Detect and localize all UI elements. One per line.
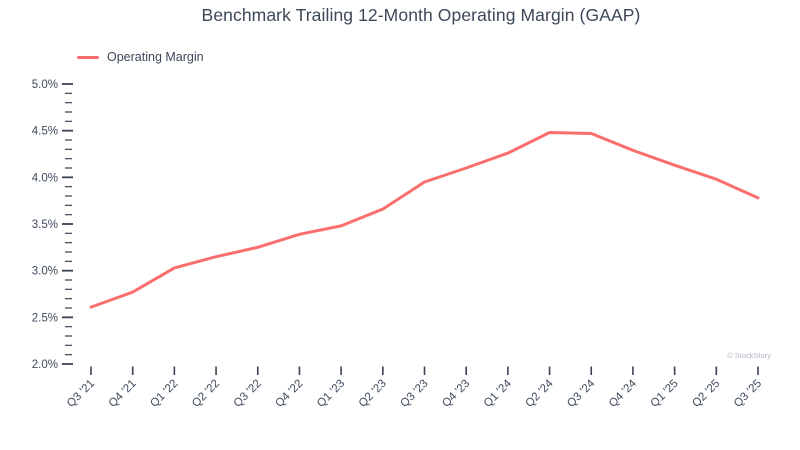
x-axis-label: Q3 '25 (732, 378, 764, 410)
y-axis-label: 4.5% (32, 126, 58, 138)
x-axis-label: Q1 '22 (148, 378, 180, 410)
y-axis-label: 2.5% (32, 312, 58, 324)
y-axis-label: 2.0% (32, 359, 58, 371)
y-axis-label: 3.0% (32, 266, 58, 278)
legend-line-swatch (77, 55, 99, 59)
legend: Operating Margin (77, 50, 204, 64)
x-axis-label: Q3 '21 (65, 378, 97, 410)
x-axis-label: Q2 '25 (690, 378, 722, 410)
x-axis-label: Q1 '24 (482, 377, 515, 410)
x-axis-label: Q1 '25 (649, 378, 681, 410)
watermark: © StockStory (727, 351, 771, 360)
chart-title: Benchmark Trailing 12-Month Operating Ma… (201, 5, 641, 25)
y-axis-label: 5.0% (32, 79, 58, 91)
x-axis-label: Q2 '23 (357, 378, 389, 410)
x-axis-label: Q3 '23 (398, 378, 430, 410)
operating-margin-line (89, 131, 760, 309)
x-axis-label: Q3 '22 (232, 378, 264, 410)
x-axis-label: Q4 '24 (607, 377, 640, 410)
x-axis-label: Q4 '21 (107, 378, 139, 410)
x-axis-label: Q4 '22 (273, 378, 305, 410)
x-axis-label: Q4 '23 (440, 378, 472, 410)
x-axis-label: Q2 '22 (190, 378, 222, 410)
y-axis-label: 3.5% (32, 219, 58, 231)
x-axis-label: Q2 '24 (523, 377, 556, 410)
y-axis-label: 4.0% (32, 172, 58, 184)
x-axis-label: Q1 '23 (315, 378, 347, 410)
legend-label: Operating Margin (107, 50, 204, 64)
x-axis-label: Q3 '24 (565, 377, 598, 410)
